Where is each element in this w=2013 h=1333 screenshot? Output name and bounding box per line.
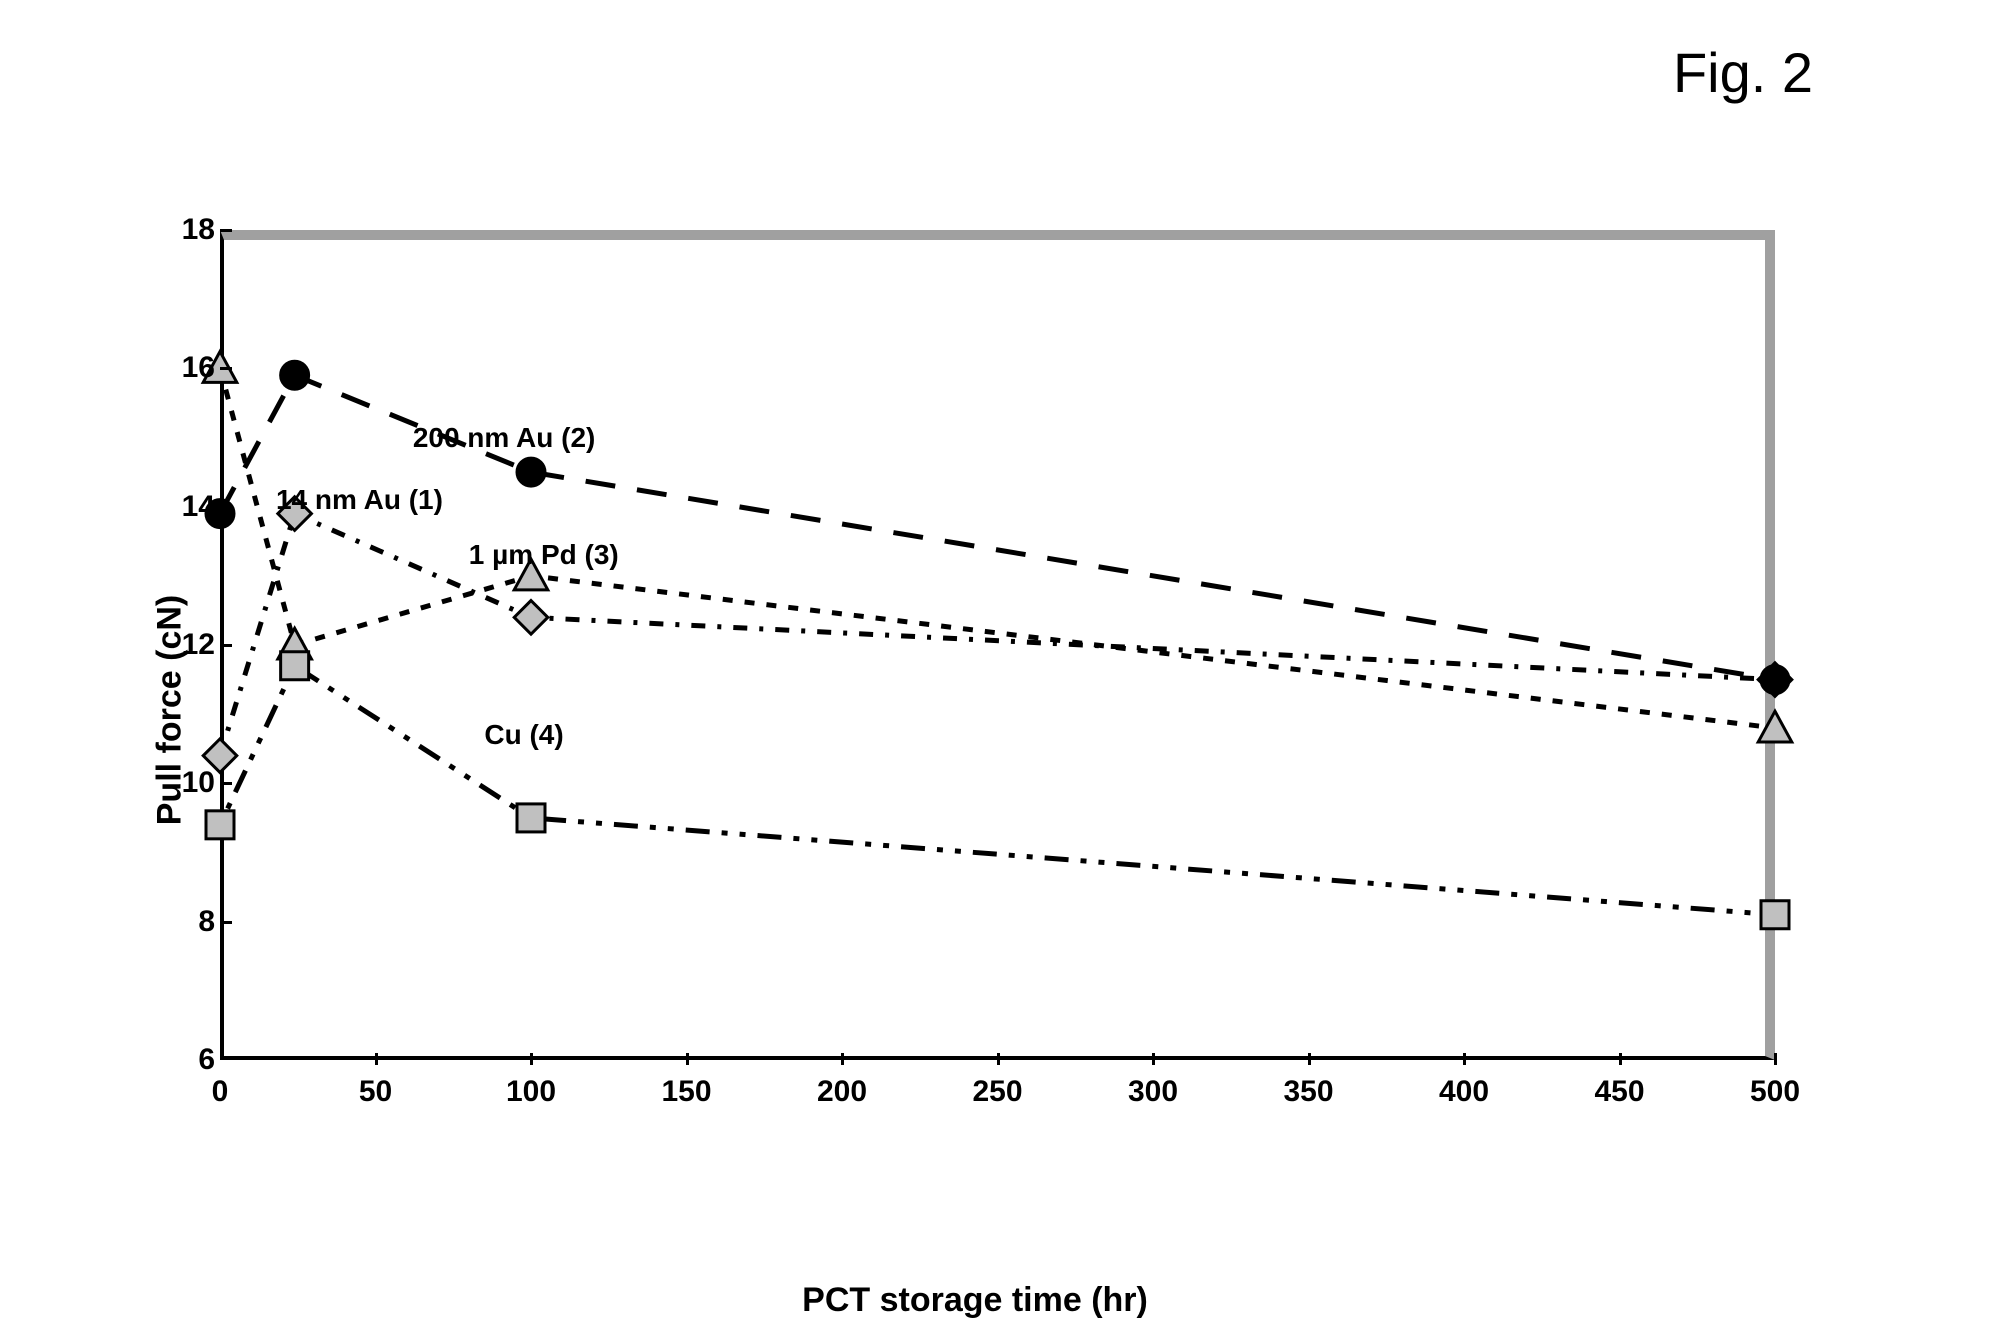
series-marker	[514, 601, 548, 635]
x-tick-mark	[1463, 1053, 1466, 1065]
y-tick-mark	[220, 921, 232, 924]
x-tick-label: 250	[972, 1075, 1022, 1109]
series-label: 14 nm Au (1)	[276, 484, 443, 516]
y-tick-label: 16	[182, 351, 215, 385]
x-tick-label: 450	[1594, 1075, 1644, 1109]
x-tick-mark	[1308, 1053, 1311, 1065]
figure-title: Fig. 2	[1673, 40, 1813, 105]
series-marker	[281, 652, 309, 680]
y-tick-mark	[220, 782, 232, 785]
x-tick-mark	[1774, 1053, 1777, 1065]
x-tick-label: 300	[1128, 1075, 1178, 1109]
y-tick-label: 18	[182, 213, 215, 247]
x-axis-label: PCT storage time (hr)	[802, 1281, 1148, 1320]
x-tick-label: 500	[1750, 1075, 1800, 1109]
x-tick-label: 50	[359, 1075, 392, 1109]
series-label: 200 nm Au (2)	[413, 422, 596, 454]
y-tick-label: 6	[198, 1043, 215, 1077]
x-tick-label: 150	[661, 1075, 711, 1109]
y-tick-label: 10	[182, 766, 215, 800]
series-marker	[1761, 666, 1789, 694]
x-tick-mark	[841, 1053, 844, 1065]
x-tick-mark	[1152, 1053, 1155, 1065]
x-tick-label: 0	[212, 1075, 229, 1109]
series-label: 1 µm Pd (3)	[469, 539, 619, 571]
x-tick-label: 400	[1439, 1075, 1489, 1109]
chart-svg	[220, 230, 1775, 1060]
y-tick-mark	[220, 229, 232, 232]
x-tick-mark	[997, 1053, 1000, 1065]
series-marker	[206, 811, 234, 839]
x-tick-label: 200	[817, 1075, 867, 1109]
series-marker	[517, 804, 545, 832]
series-marker	[281, 361, 309, 389]
x-tick-label: 100	[506, 1075, 556, 1109]
series-marker	[517, 458, 545, 486]
y-tick-label: 8	[198, 905, 215, 939]
y-tick-label: 12	[182, 628, 215, 662]
chart-container: Pull force (cN) PCT storage time (hr) 68…	[155, 230, 1795, 1190]
x-tick-mark	[530, 1053, 533, 1065]
series-marker	[1761, 901, 1789, 929]
y-tick-mark	[220, 506, 232, 509]
x-tick-mark	[1619, 1053, 1622, 1065]
series-line	[220, 666, 1775, 915]
series-label: Cu (4)	[484, 719, 563, 751]
series-marker	[1758, 711, 1792, 742]
y-tick-mark	[220, 644, 232, 647]
y-tick-mark	[220, 367, 232, 370]
x-tick-label: 350	[1283, 1075, 1333, 1109]
y-tick-label: 14	[182, 490, 215, 524]
x-tick-mark	[375, 1053, 378, 1065]
x-tick-mark	[686, 1053, 689, 1065]
